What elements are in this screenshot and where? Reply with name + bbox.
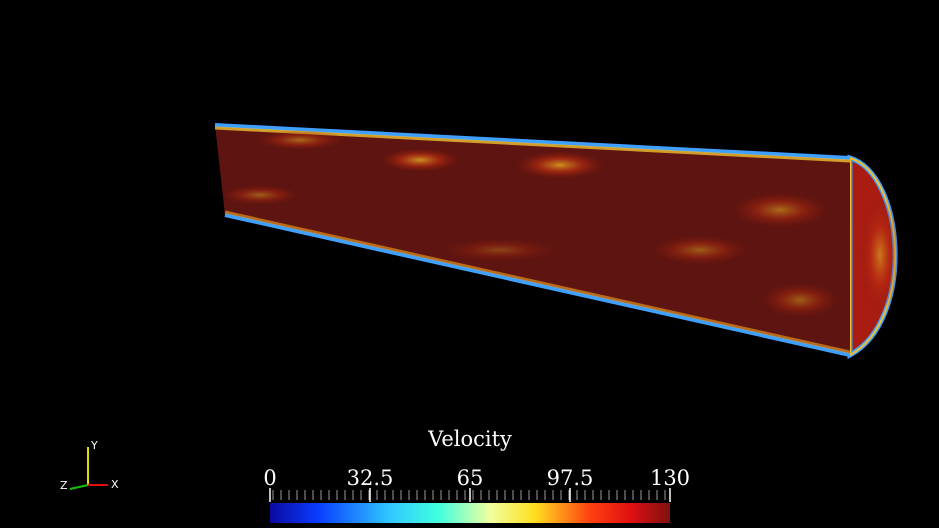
axis-label: Z <box>60 479 68 492</box>
color-ramp <box>270 503 670 523</box>
color-bar: Velocity 0 32.5 65 97.5 130 <box>263 427 690 523</box>
tick-label: 65 <box>457 466 484 490</box>
pipe <box>214 123 900 360</box>
tick-label: 130 <box>650 466 690 490</box>
axis-label: Y <box>90 439 98 452</box>
color-bar-title: Velocity <box>427 427 512 451</box>
axes-triad: Y X Z <box>60 439 119 492</box>
tick-label: 97.5 <box>547 466 594 490</box>
tick-label: 32.5 <box>347 466 394 490</box>
tick-label: 0 <box>263 466 276 490</box>
axis-label: X <box>111 478 119 491</box>
